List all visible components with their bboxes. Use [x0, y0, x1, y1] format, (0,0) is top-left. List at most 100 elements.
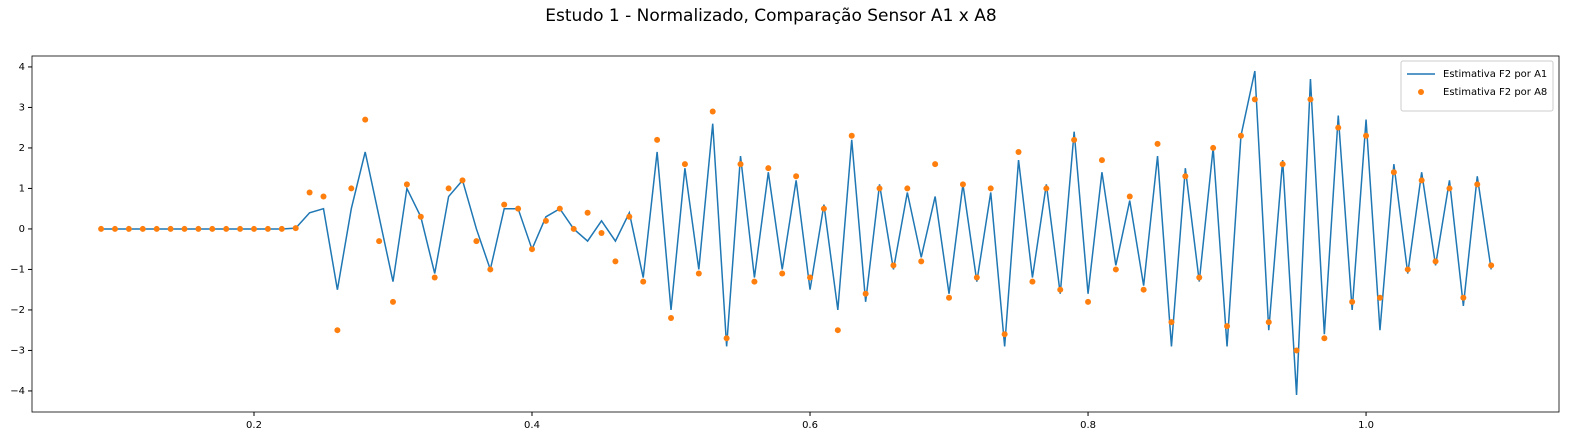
data-point [98, 225, 105, 232]
data-point [487, 266, 494, 273]
data-point [1404, 266, 1411, 273]
legend-label: Estimativa F2 por A8 [1443, 87, 1547, 98]
data-point [1460, 294, 1467, 301]
data-point [987, 185, 994, 192]
data-point [153, 225, 160, 232]
data-point [681, 161, 688, 168]
data-point [431, 274, 438, 281]
data-point [612, 258, 619, 265]
data-point [1029, 278, 1036, 285]
data-line [101, 70, 1492, 396]
data-point [1237, 132, 1244, 139]
data-point [946, 294, 953, 301]
data-point [195, 225, 202, 232]
data-point [654, 136, 661, 143]
data-point [223, 225, 230, 232]
data-point [390, 298, 397, 305]
y-tick-label: −4 [10, 386, 25, 397]
data-point [626, 213, 633, 220]
plot-frame [31, 55, 1560, 413]
y-tick-label: 4 [19, 62, 25, 73]
data-point [1446, 185, 1453, 192]
data-point [1196, 274, 1203, 281]
data-point [973, 274, 980, 281]
data-point [1071, 136, 1078, 143]
data-point [209, 225, 216, 232]
data-point [737, 161, 744, 168]
data-point [598, 229, 605, 236]
y-tick-label: 0 [19, 224, 25, 235]
data-point [1279, 161, 1286, 168]
data-point [445, 185, 452, 192]
data-point [807, 274, 814, 281]
data-point [751, 278, 758, 285]
data-point [876, 185, 883, 192]
data-point [918, 258, 925, 265]
data-point [1376, 294, 1383, 301]
x-tick-label: 0.8 [1080, 420, 1096, 431]
data-point [1321, 335, 1328, 342]
x-tick-label: 1.0 [1358, 420, 1374, 431]
legend-box [1400, 60, 1554, 112]
data-point [181, 225, 188, 232]
data-point [1057, 286, 1064, 293]
x-tick-label: 0.6 [802, 420, 818, 431]
data-point [1098, 157, 1105, 164]
data-point [1474, 181, 1481, 188]
data-point [111, 225, 118, 232]
data-point [570, 225, 577, 232]
y-tick-label: 1 [19, 183, 25, 194]
y-tick-label: 2 [19, 143, 25, 154]
data-point [417, 213, 424, 220]
data-point [348, 185, 355, 192]
data-point [1363, 132, 1370, 139]
data-point [584, 209, 591, 216]
data-point [515, 205, 522, 212]
data-point [362, 116, 369, 123]
data-point [306, 189, 313, 196]
data-point [723, 335, 730, 342]
y-tick-label: −1 [10, 264, 25, 275]
data-point [1307, 96, 1314, 103]
data-point [167, 225, 174, 232]
data-point [1265, 319, 1272, 326]
data-point [959, 181, 966, 188]
data-point [765, 165, 772, 172]
data-point [1293, 347, 1300, 354]
data-point [1432, 258, 1439, 265]
data-point [542, 217, 549, 224]
data-point [292, 225, 299, 232]
data-point [1015, 148, 1022, 155]
data-point [1390, 169, 1397, 176]
data-point [1210, 144, 1217, 151]
legend-marker [1418, 89, 1424, 95]
data-point [376, 238, 383, 245]
data-point [278, 225, 285, 232]
data-point [1168, 319, 1175, 326]
data-point [1140, 286, 1147, 293]
data-point [1154, 140, 1161, 147]
data-point [334, 327, 341, 334]
chart-title: Estudo 1 - Normalizado, Comparação Senso… [545, 6, 996, 26]
data-point [1043, 185, 1050, 192]
data-point [904, 185, 911, 192]
data-point [1335, 124, 1342, 131]
y-tick-label: −2 [10, 305, 25, 316]
data-point [1126, 193, 1133, 200]
data-point [890, 262, 897, 269]
data-point [1224, 323, 1231, 330]
data-point [709, 108, 716, 115]
data-point [556, 205, 563, 212]
data-point [793, 173, 800, 180]
data-point [1349, 298, 1356, 305]
data-point [320, 193, 327, 200]
data-point [848, 132, 855, 139]
data-point [125, 225, 132, 232]
data-point [1488, 262, 1495, 269]
data-point [668, 315, 675, 322]
data-point [1251, 96, 1258, 103]
data-point [1182, 173, 1189, 180]
data-point [932, 161, 939, 168]
